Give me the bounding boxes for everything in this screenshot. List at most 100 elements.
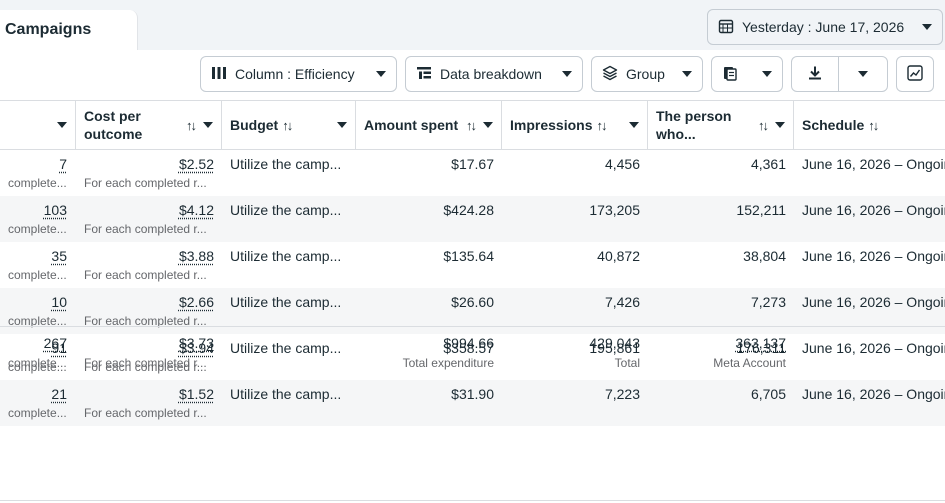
top-bar: Campaigns Yesterday : June 17, 2026 [0, 0, 945, 50]
reports-button[interactable] [711, 56, 783, 92]
chevron-down-icon[interactable] [775, 122, 785, 128]
sort-icon[interactable]: ↑↓ [596, 117, 607, 133]
header-budget[interactable]: Budget ↑↓ [222, 101, 356, 149]
person-who-cell: 6,705 [750, 386, 786, 402]
amount-spent-cell: $26.60 [451, 294, 494, 310]
trend-chart-icon [907, 64, 923, 84]
header-impressions[interactable]: Impressions ↑↓ [502, 101, 648, 149]
impressions-cell: 173,205 [589, 202, 640, 218]
columns-button[interactable]: Column : Efficiency [200, 56, 397, 92]
amount-spent-cell: $17.67 [451, 156, 494, 172]
reports-icon [722, 65, 738, 84]
chevron-down-icon[interactable] [629, 122, 639, 128]
tab-campaigns[interactable]: Campaigns [0, 10, 138, 50]
amount-spent-cell: $31.90 [451, 386, 494, 402]
table-summary-row: 267 complete... $3.73 For each completed… [0, 326, 945, 376]
charts-button[interactable] [896, 56, 934, 92]
person-who-cell: 7,273 [750, 294, 786, 310]
results-cell: 7 complete... [8, 156, 67, 190]
sort-icon[interactable]: ↑↓ [758, 117, 769, 133]
export-button[interactable] [791, 56, 839, 92]
total-cost-per-outcome: $3.73 For each completed r... [84, 335, 214, 370]
chevron-down-icon [682, 71, 692, 77]
chevron-down-icon [562, 71, 572, 77]
sort-icon[interactable]: ↑↓ [282, 117, 293, 133]
table-header: Cost per outcome ↑↓ Budget ↑↓ Amount spe… [0, 100, 945, 150]
table-row[interactable]: 7 complete... $2.52 For each completed r...… [0, 150, 945, 196]
amount-spent-cell: $358.57 [443, 340, 494, 356]
calendar-icon [718, 18, 734, 37]
schedule-cell: June 16, 2026 – Ongoing [802, 248, 945, 264]
budget-cell[interactable]: Utilize the camp... [230, 202, 342, 218]
table-row[interactable]: 103 complete... $4.12 For each completed r.… [0, 196, 945, 242]
impressions-cell: 7,426 [604, 294, 640, 310]
total-amount-spent: $994.66 Total expenditure [402, 335, 494, 370]
header-cost-per-outcome[interactable]: Cost per outcome ↑↓ [76, 101, 222, 149]
tab-label: Campaigns [5, 21, 92, 38]
date-range-picker[interactable]: Yesterday : June 17, 2026 [707, 9, 943, 45]
sort-icon[interactable]: ↑↓ [466, 117, 477, 133]
toolbar: Column : Efficiency Data breakdown Group [0, 50, 945, 100]
person-who-cell: 38,804 [743, 248, 786, 264]
person-who-cell: 4,361 [750, 156, 786, 172]
impressions-cell: 4,456 [604, 156, 640, 172]
total-results: 267 complete... [8, 335, 67, 370]
total-impressions: 429,043 Total [589, 335, 640, 370]
chevron-down-icon [376, 71, 386, 77]
schedule-cell: June 16, 2026 – Ongoing [802, 156, 945, 172]
group-label: Group [626, 66, 665, 82]
columns-icon [211, 66, 227, 83]
breakdown-button[interactable]: Data breakdown [405, 56, 583, 92]
impressions-cell: 7,223 [604, 386, 640, 402]
group-button[interactable]: Group [591, 56, 703, 92]
budget-cell[interactable]: Utilize the camp... [230, 340, 342, 356]
results-cell: 35 complete... [8, 248, 67, 282]
results-cell: 10 complete... [8, 294, 67, 328]
results-cell: 91 complete... [8, 340, 67, 374]
breakdown-label: Data breakdown [440, 66, 542, 82]
chevron-down-icon [922, 24, 932, 30]
breakdown-icon [416, 66, 432, 83]
table-row[interactable]: 35 complete... $3.88 For each completed r..… [0, 242, 945, 288]
table-row[interactable]: 21 complete... $1.52 For each completed r..… [0, 380, 945, 426]
cost-per-outcome-cell: $1.52 For each completed r... [84, 386, 214, 420]
layers-icon [602, 65, 618, 84]
header-results[interactable] [0, 101, 76, 149]
sort-icon[interactable]: ↑↓ [186, 117, 197, 133]
amount-spent-cell: $424.28 [443, 202, 494, 218]
amount-spent-cell: $135.64 [443, 248, 494, 264]
budget-cell[interactable]: Utilize the camp... [230, 294, 342, 310]
budget-cell[interactable]: Utilize the camp... [230, 386, 342, 402]
results-cell: 21 complete... [8, 386, 67, 420]
table-row[interactable]: 91 complete... $3.94 For each completed r..… [0, 334, 945, 380]
impressions-cell: 195,861 [589, 340, 640, 356]
chevron-down-icon[interactable] [483, 122, 493, 128]
cost-per-outcome-cell: $4.12 For each completed r... [84, 202, 214, 236]
impressions-cell: 40,872 [597, 248, 640, 264]
chevron-down-icon [858, 71, 868, 77]
budget-cell[interactable]: Utilize the camp... [230, 248, 342, 264]
export-dropdown[interactable] [838, 56, 888, 92]
schedule-cell: June 16, 2026 – Ongoing [802, 340, 945, 356]
chevron-down-icon[interactable] [203, 122, 213, 128]
header-schedule[interactable]: Schedule ↑↓ [802, 117, 879, 133]
chevron-down-icon[interactable] [57, 122, 67, 128]
divider [0, 500, 945, 501]
chevron-down-icon[interactable] [337, 122, 347, 128]
schedule-cell: June 16, 2026 – Ongoing [802, 386, 945, 402]
person-who-cell: 152,211 [736, 202, 786, 218]
header-amount-spent[interactable]: Amount spent ↑↓ [356, 101, 502, 149]
results-cell: 103 complete... [8, 202, 67, 236]
columns-label: Column : Efficiency [235, 66, 355, 82]
sort-icon[interactable]: ↑↓ [868, 117, 879, 133]
download-icon [807, 65, 823, 84]
date-range-label: Yesterday : June 17, 2026 [742, 19, 905, 35]
header-person-who[interactable]: The person who... ↑↓ [648, 101, 794, 149]
person-who-cell: 176,311 [736, 340, 786, 356]
total-person-who: 363,137 Meta Account [713, 335, 786, 370]
cost-per-outcome-cell: $2.66 For each completed r... [84, 294, 214, 328]
schedule-cell: June 16, 2026 – Ongoing [802, 202, 945, 218]
schedule-cell: June 16, 2026 – Ongoing [802, 294, 945, 310]
cost-per-outcome-cell: $2.52 For each completed r... [84, 156, 214, 190]
budget-cell[interactable]: Utilize the camp... [230, 156, 342, 172]
